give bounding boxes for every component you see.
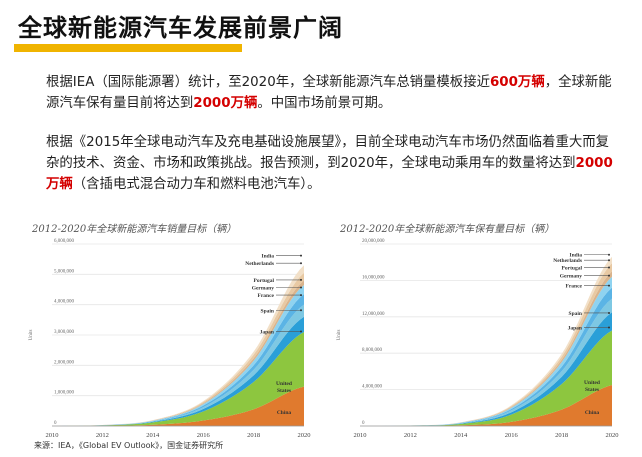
series-label: States bbox=[277, 388, 291, 394]
series-label: France bbox=[566, 284, 583, 290]
series-label: India bbox=[569, 253, 582, 259]
paragraph-outlook: 根据《2015年全球电动汽车及充电基础设施展望》，目前全球电动汽车市场仍然面临着… bbox=[46, 132, 614, 195]
series-label: Germany bbox=[560, 274, 583, 280]
label-pointer-dot bbox=[608, 259, 610, 262]
sales-target-chart: 2012-2020年全球新能源汽车销量目标（辆） 0 1,000,000 2,000… bbox=[18, 218, 316, 450]
x-tick-label: 2016 bbox=[505, 432, 519, 439]
title-underline bbox=[14, 44, 242, 52]
p2-text-2: （含插电式混合动力车和燃料电池汽车）。 bbox=[72, 177, 321, 192]
p1-text-2: ，全球新能源汽车保有量目前将达到 bbox=[46, 75, 612, 111]
series-area-china bbox=[360, 385, 612, 426]
series-label: Portugal bbox=[562, 265, 583, 271]
sales-chart-svg: 0 1,000,000 2,000,000 3,000,000 4,000,000 5,0… bbox=[29, 239, 311, 439]
series-label: India bbox=[261, 254, 274, 260]
label-pointer-dot bbox=[300, 262, 302, 265]
series-label: Netherlands bbox=[553, 258, 582, 264]
series-area-china bbox=[52, 386, 304, 426]
series-label: States bbox=[585, 387, 599, 393]
p1-text-1: 根据IEA（国际能源署）统计，至2020年，全球新能源汽车总销量模板接近 bbox=[46, 75, 490, 90]
y-tick-label: 20,000,000 bbox=[362, 239, 385, 244]
series-label: China bbox=[585, 410, 600, 416]
y-tick-label: 3,000,000 bbox=[54, 330, 75, 335]
y-tick-label: 5,000,000 bbox=[54, 269, 75, 274]
x-tick-label: 2014 bbox=[454, 432, 468, 439]
x-tick-label: 2020 bbox=[606, 432, 619, 439]
y-tick-label: 6,000,000 bbox=[54, 239, 75, 244]
stock-target-chart: 2012-2020年全球新能源汽车保有量目标（辆） 0 4,000,000 8,00… bbox=[326, 218, 624, 450]
series-label: Netherlands bbox=[245, 261, 274, 267]
label-pointer-dot bbox=[300, 254, 302, 257]
x-tick-label: 2012 bbox=[404, 432, 417, 439]
slide-title: 全球新能源汽车发展前景广阔 bbox=[18, 14, 343, 42]
p1-highlight-1: 600万辆 bbox=[489, 75, 545, 90]
x-tick-label: 2018 bbox=[247, 432, 260, 439]
p2-text-1: 根据《2015年全球电动汽车及充电基础设施展望》，目前全球电动汽车市场仍然面临着… bbox=[46, 135, 610, 171]
label-pointer-dot bbox=[300, 286, 302, 289]
y-tick-label: 0 bbox=[362, 421, 365, 426]
label-pointer-dot bbox=[300, 330, 302, 333]
x-tick-label: 2012 bbox=[96, 432, 109, 439]
y-tick-label: 16,000,000 bbox=[362, 275, 385, 280]
series-label: United bbox=[276, 381, 292, 387]
stock-chart-svg: 0 4,000,000 8,000,000 12,000,000 16,000,000 2… bbox=[337, 239, 619, 439]
series-label: Portugal bbox=[254, 278, 275, 284]
series-area-united-states bbox=[360, 330, 612, 426]
label-pointer-dot bbox=[608, 253, 610, 256]
label-pointer-dot bbox=[300, 309, 302, 312]
series-label: China bbox=[277, 410, 292, 416]
y-tick-label: 4,000,000 bbox=[54, 300, 75, 305]
series-area-united-states bbox=[52, 331, 304, 426]
y-tick-label: 1,000,000 bbox=[54, 391, 75, 396]
x-tick-label: 2018 bbox=[555, 432, 568, 439]
y-axis-label: Units bbox=[29, 330, 34, 341]
y-tick-label: 2,000,000 bbox=[54, 360, 75, 365]
source-note: 来源：IEA，《Global EV Outlook》，国金证券研究所 bbox=[34, 441, 224, 450]
label-pointer-dot bbox=[300, 278, 302, 281]
p1-text-3: 。中国市场前景可期。 bbox=[257, 96, 392, 111]
series-label: Germany bbox=[252, 286, 275, 292]
y-tick-label: 4,000,000 bbox=[362, 385, 383, 390]
label-pointer-dot bbox=[608, 266, 610, 269]
chart-title: 2012-2020年全球新能源汽车保有量目标（辆） bbox=[340, 224, 555, 235]
series-label: France bbox=[258, 293, 275, 299]
series-label: Spain bbox=[261, 308, 274, 314]
y-tick-label: 0 bbox=[54, 421, 57, 426]
label-pointer-dot bbox=[300, 294, 302, 297]
series-label: Japan bbox=[568, 326, 582, 332]
label-pointer-dot bbox=[608, 284, 610, 287]
p2-highlight-1: 2000万辆 bbox=[46, 156, 613, 192]
p1-highlight-2: 2000万辆 bbox=[193, 96, 258, 111]
x-tick-label: 2010 bbox=[46, 432, 59, 439]
label-pointer-dot bbox=[608, 326, 610, 329]
y-axis-label: Units bbox=[337, 330, 342, 341]
x-tick-label: 2020 bbox=[298, 432, 311, 439]
x-tick-label: 2010 bbox=[354, 432, 367, 439]
series-label: Japan bbox=[260, 329, 274, 335]
y-tick-label: 12,000,000 bbox=[362, 312, 385, 317]
label-pointer-dot bbox=[608, 311, 610, 314]
x-tick-label: 2016 bbox=[197, 432, 211, 439]
series-label: Spain bbox=[569, 311, 582, 317]
paragraph-sales: 根据IEA（国际能源署）统计，至2020年，全球新能源汽车总销量模板接近600万… bbox=[46, 72, 614, 114]
y-tick-label: 8,000,000 bbox=[362, 348, 383, 353]
label-pointer-dot bbox=[608, 274, 610, 277]
series-label: United bbox=[584, 380, 600, 386]
x-tick-label: 2014 bbox=[146, 432, 160, 439]
chart-title: 2012-2020年全球新能源汽车销量目标（辆） bbox=[32, 224, 237, 235]
